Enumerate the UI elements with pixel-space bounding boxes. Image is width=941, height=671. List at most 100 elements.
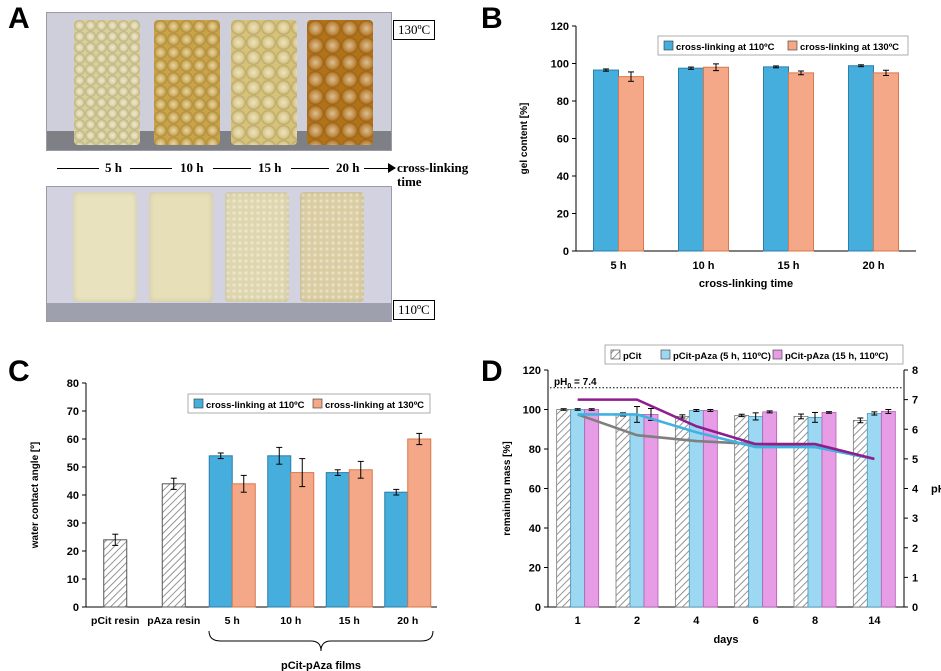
time-axis-arrow-icon — [388, 163, 396, 173]
bar-pcit — [615, 414, 631, 608]
bar-pcit-resin — [103, 539, 128, 608]
legend-swatch — [312, 398, 323, 409]
bar-110c — [593, 69, 619, 252]
ph-line-5h — [577, 413, 875, 461]
x-tick-label: 4 — [693, 615, 700, 627]
y2-tick-label: 8 — [912, 365, 918, 377]
photo-110c — [46, 186, 392, 322]
y2-tick-label: 1 — [912, 572, 918, 584]
y-tick-label: 80 — [67, 378, 79, 390]
x-axis-label: days — [713, 634, 738, 646]
time-axis-segment — [364, 168, 392, 169]
legend-swatch — [772, 349, 783, 360]
y-tick-label: 100 — [523, 405, 541, 417]
temp-label-110c: 110ºC — [393, 300, 435, 320]
y-tick-label: 60 — [529, 484, 541, 496]
y-tick-label: 40 — [529, 523, 541, 535]
x-tick-label: 6 — [753, 615, 759, 627]
legend-box — [604, 344, 904, 365]
x-tick-label: 10 h — [692, 260, 714, 272]
x-tick-label: 10 h — [280, 615, 301, 627]
time-axis-label-line1: cross-linking — [397, 160, 469, 175]
ph0-label-main: pH — [554, 377, 567, 388]
y-tick-label: 40 — [557, 171, 569, 183]
legend-swatch — [787, 40, 798, 51]
film-130c-5h — [74, 20, 140, 145]
y2-tick-label: 5 — [912, 454, 918, 466]
y-tick-label: 60 — [557, 134, 569, 146]
y2-tick-label: 4 — [912, 484, 919, 496]
bar-110c — [848, 65, 874, 252]
legend-swatch — [193, 398, 204, 409]
x-tick-label: pCit resin — [91, 615, 139, 627]
ph0-label: pH0 = 7.4 — [554, 377, 597, 390]
film-110c-5h — [73, 192, 137, 302]
film-110c-20h — [300, 192, 364, 302]
y-tick-label: 20 — [557, 209, 569, 221]
y-tick-label: 0 — [563, 246, 569, 258]
legend-label: pCit-pAza (5 h, 110ºC) — [673, 351, 771, 362]
y2-tick-label: 6 — [912, 424, 918, 436]
panel-a-letter: A — [8, 2, 30, 35]
y2-tick-label: 7 — [912, 395, 918, 407]
temp-label-130c: 130ºC — [393, 20, 436, 40]
x-tick-label: 2 — [634, 615, 640, 627]
bar-pcit-paza-15h — [880, 411, 896, 608]
ph-line-15h — [577, 398, 875, 461]
time-axis-segment — [291, 168, 329, 169]
panel-b-letter: B — [481, 2, 503, 35]
legend-box — [657, 35, 909, 56]
bar-110c — [678, 67, 704, 252]
y-axis-label: water contact angle [º] — [30, 442, 41, 549]
y-tick-label: 30 — [67, 518, 79, 530]
legend-label: pCit — [623, 351, 642, 362]
bar-110c — [208, 455, 233, 608]
x-tick-label: 20 h — [397, 615, 418, 627]
y-tick-label: 50 — [67, 462, 79, 474]
y-tick-label: 80 — [557, 96, 569, 108]
group-label: pCit-pAza films — [281, 660, 361, 671]
x-tick-label: 14 — [868, 615, 881, 627]
bar-pcit-paza-5h — [629, 414, 645, 608]
y-tick-label: 20 — [67, 546, 79, 558]
bar-pcit — [556, 409, 572, 608]
y-tick-label: 20 — [529, 563, 541, 575]
bar-130c — [231, 483, 256, 608]
film-130c-10h — [154, 20, 220, 145]
ph0-label-sub: 0 — [567, 383, 571, 390]
time-label-10h: 10 h — [180, 160, 204, 175]
bar-pcit-paza-15h — [584, 409, 600, 608]
y-tick-label: 120 — [551, 21, 569, 33]
x-tick-label: 15 h — [339, 615, 360, 627]
x-tick-label: 15 h — [777, 260, 799, 272]
bar-paza-resin — [161, 483, 186, 608]
legend-label: cross-linking at 110ºC — [206, 400, 305, 411]
photo-shadow — [47, 303, 391, 321]
film-110c-10h — [149, 192, 213, 302]
x-tick-label: 5 h — [611, 260, 627, 272]
chart-c: 0 10 20 30 40 50 60 70 80 water contact angle [º]… — [30, 378, 437, 671]
bar-pcit-paza-15h — [643, 414, 659, 608]
y-tick-label: 60 — [67, 434, 79, 446]
bar-110c — [325, 472, 350, 608]
time-axis-label-line2: time — [397, 174, 422, 189]
y-tick-label: 40 — [67, 490, 79, 502]
legend-label: cross-linking at 130ºC — [325, 400, 424, 411]
time-axis-segment — [57, 168, 99, 169]
group-brace — [208, 630, 434, 652]
bar-pcit-paza-15h — [821, 412, 837, 608]
bar-130c — [703, 66, 729, 252]
ph0-label-value: = 7.4 — [571, 377, 597, 388]
x-tick-label: pAza resin — [147, 615, 200, 627]
time-label-20h: 20 h — [336, 160, 360, 175]
bar-pcit-paza-5h — [570, 409, 586, 608]
bar-130c — [348, 469, 373, 608]
film-130c-15h — [231, 20, 297, 145]
y-tick-label: 0 — [73, 602, 79, 614]
legend-box — [187, 393, 431, 414]
photo-130c — [46, 12, 392, 151]
bar-pcit-paza-5h — [866, 413, 882, 608]
y-tick-label: 70 — [67, 406, 79, 418]
legend-swatch — [660, 349, 671, 360]
